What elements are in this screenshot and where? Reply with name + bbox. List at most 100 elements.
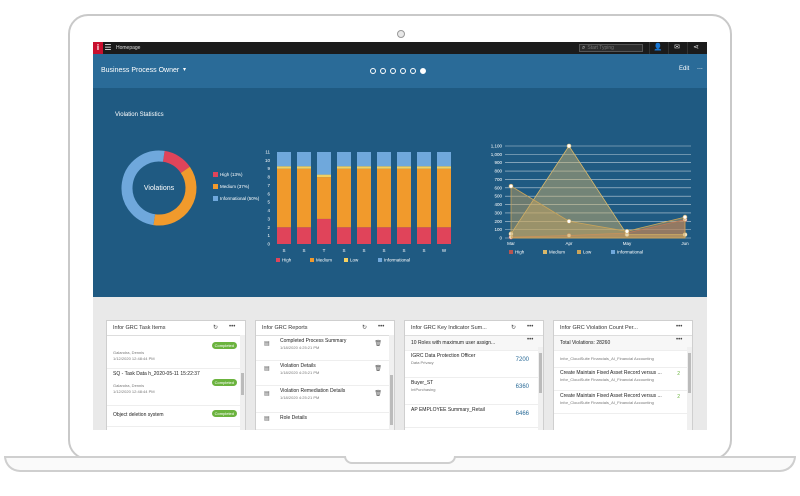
area-y-tick-label: 900 (494, 160, 502, 165)
page-dot[interactable] (410, 68, 416, 74)
list-item[interactable]: ▤ Completed Process Summary 1/18/2020 4:… (256, 336, 394, 361)
scrollbar[interactable] (240, 335, 245, 430)
more-options-icon[interactable]: ••• (229, 324, 236, 330)
card-header: Infor GRC Task Items ↻ ••• (107, 321, 245, 336)
page-title[interactable]: Business Process Owner (101, 67, 180, 74)
scrollbar[interactable] (389, 335, 394, 430)
list-item[interactable]: ▤ Role Details (256, 413, 394, 430)
bar-x-tick-label: S (382, 248, 385, 253)
area-legend-label: High (515, 250, 525, 255)
bar-y-tick-label: 7 (267, 183, 270, 188)
page-dot[interactable] (390, 68, 396, 74)
bar-legend-swatch (344, 258, 348, 262)
refresh-icon[interactable]: ↻ (511, 325, 517, 331)
list-item[interactable]: SQ - Task Data h_2020-05-11 15:22:37 Gal… (107, 369, 245, 406)
reports-card: Infor GRC Reports ↻ ••• ▤ Completed Proc… (255, 320, 395, 430)
more-options-icon[interactable]: ••• (527, 324, 534, 330)
area-point (682, 214, 688, 220)
legend-swatch (213, 196, 218, 202)
mail-icon[interactable]: ✉ (668, 42, 685, 54)
area-point (566, 233, 572, 238)
search-box[interactable]: ⌕ (579, 44, 643, 52)
bar-segment-high (337, 227, 351, 244)
list-item[interactable]: ▤ Violation Remediation Details 1/18/202… (256, 386, 394, 413)
total-violations: Total Violations: 28260 (560, 340, 611, 346)
scrollbar[interactable] (687, 347, 692, 430)
list-item[interactable]: Object deletion system Completed (107, 406, 245, 427)
share-icon[interactable]: ⋖ (687, 42, 704, 54)
hamburger-menu-icon[interactable]: ☰ (104, 43, 112, 52)
list-item[interactable]: Create Maintain Fixed Asset Record versu… (554, 391, 692, 414)
bar-x-tick-label: S (402, 248, 405, 253)
violation-count: 2 (677, 371, 680, 377)
bar-y-tick-label: 0 (267, 242, 270, 247)
area-legend-label: Low (583, 250, 592, 255)
trash-icon[interactable]: 🗑 (374, 341, 382, 347)
bar-legend-label: Low (350, 258, 359, 263)
area-legend-label: Medium (549, 250, 565, 255)
bar-segment-informational (317, 152, 331, 175)
area-point (566, 143, 572, 149)
area-y-tick-label: 600 (494, 185, 502, 190)
chevron-down-icon[interactable]: ▾ (183, 67, 187, 73)
more-options-icon[interactable]: ••• (527, 337, 534, 343)
legend-label: Informational (50%) (220, 196, 260, 201)
bar-segment-low (417, 166, 431, 169)
refresh-icon[interactable]: ↻ (213, 325, 219, 331)
document-icon: ▤ (264, 416, 270, 422)
trash-icon[interactable]: 🗑 (374, 366, 382, 372)
page-dot[interactable] (400, 68, 406, 74)
list-item[interactable]: Buyer_ST IntPurchasing 6360 (405, 378, 543, 405)
edit-button[interactable]: Edit (679, 66, 690, 72)
bar-x-tick-label: S (282, 248, 285, 253)
list-item[interactable]: Infor_CloudSuite Financials_AI_Financial… (554, 351, 692, 368)
bar-x-tick-label: S (422, 248, 425, 253)
refresh-icon[interactable]: ↻ (362, 325, 368, 331)
trash-icon[interactable]: 🗑 (374, 391, 382, 397)
list-item[interactable]: ▤ Violation Details 1/18/2020 4:25:21 PM… (256, 361, 394, 386)
more-options-button[interactable]: ... (697, 64, 703, 71)
document-icon: ▤ (264, 391, 270, 397)
bar-segment-medium (357, 168, 371, 228)
bar-segment-low (437, 166, 451, 169)
bar-segment-informational (397, 152, 411, 167)
list-item[interactable]: IGRC Data Protection Officer Data Privac… (405, 351, 543, 378)
app-title: Homepage (116, 45, 141, 51)
more-options-icon[interactable]: ••• (676, 324, 683, 330)
bar-segment-medium (317, 177, 331, 219)
search-input[interactable] (587, 45, 638, 51)
item-title: Object deletion system (113, 412, 164, 418)
page-dot[interactable] (370, 68, 376, 74)
item-date: 1/12/2020 12:48:44 PM (113, 389, 155, 394)
more-options-icon[interactable]: ••• (378, 324, 385, 330)
area-legend-label: Informational (617, 250, 643, 255)
list-item[interactable]: Galandra, Dennis 1/12/2020 12:48:44 PM C… (107, 336, 245, 369)
bar-x-tick-label: W (442, 248, 447, 253)
page-dot[interactable] (380, 68, 386, 74)
bar-y-tick-label: 9 (267, 166, 270, 171)
donut-slice (153, 166, 197, 226)
card-title: Infor GRC Task Items (113, 325, 166, 331)
scrollbar-thumb[interactable] (539, 353, 542, 393)
bar-segment-high (397, 227, 411, 244)
user-icon[interactable]: 👤 (649, 42, 666, 54)
scrollbar-thumb[interactable] (241, 373, 244, 395)
area-legend-swatch (611, 250, 615, 254)
status-badge: Completed (211, 342, 237, 349)
legend-swatch (213, 172, 218, 178)
list-item[interactable]: Create Maintain Fixed Asset Record versu… (554, 368, 692, 391)
infor-logo[interactable]: i (93, 42, 103, 54)
list-item[interactable]: AP EMPLOYEE Summary_Retail 6466 (405, 405, 543, 428)
document-icon: ▤ (264, 341, 270, 347)
bar-chart: 0 1 2 3 4 5 6 7 8 9 10 11 S S T S S S S S W High Medium Low Info… (265, 150, 451, 263)
item-date: 1/12/2020 12:48:44 PM (113, 356, 155, 361)
donut-slice (162, 150, 190, 174)
page-dot-active[interactable] (420, 68, 426, 74)
bar-segment-low (317, 174, 331, 178)
more-options-icon[interactable]: ••• (676, 337, 683, 343)
scrollbar[interactable] (538, 347, 543, 430)
scrollbar-thumb[interactable] (390, 375, 393, 425)
webcam-icon (397, 30, 405, 38)
system-name: Infor_CloudSuite Financials_AI_Financial… (560, 377, 654, 382)
scrollbar-thumb[interactable] (688, 353, 691, 393)
